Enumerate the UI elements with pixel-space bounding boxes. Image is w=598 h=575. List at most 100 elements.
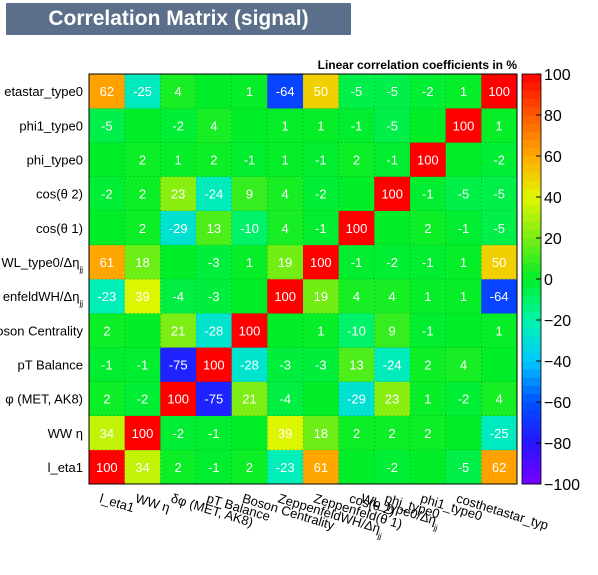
cell-value-label: 23 bbox=[171, 187, 185, 202]
cell-value-label: 1 bbox=[282, 152, 289, 167]
heatmap-cell bbox=[446, 313, 482, 347]
cell-value-label: 1 bbox=[460, 255, 467, 270]
cell-value-label: 2 bbox=[424, 426, 431, 441]
cell-value-label: 100 bbox=[310, 255, 332, 270]
cell-value-label: 100 bbox=[274, 289, 296, 304]
colorbar-band bbox=[522, 148, 541, 157]
y-tick-label: WL_type0/Δηjj bbox=[1, 255, 83, 274]
colorbar-band bbox=[522, 140, 541, 149]
cell-value-label: -5 bbox=[101, 118, 113, 133]
colorbar-band bbox=[522, 353, 541, 362]
x-tick-label: WW η bbox=[134, 491, 172, 516]
cell-value-label: 4 bbox=[282, 221, 289, 236]
cell-value-label: -1 bbox=[208, 426, 220, 441]
heatmap-cell bbox=[89, 211, 125, 245]
cell-value-label: 1 bbox=[496, 118, 503, 133]
heatmap-cell bbox=[232, 416, 268, 450]
colorbar-band bbox=[522, 328, 541, 337]
cell-value-label: -28 bbox=[240, 357, 259, 372]
colorbar-band bbox=[522, 99, 541, 108]
colorbar-band bbox=[522, 246, 541, 255]
cell-value-label: -5 bbox=[493, 221, 505, 236]
heatmap-cell bbox=[160, 245, 196, 279]
cell-value-label: -28 bbox=[204, 323, 223, 338]
cell-value-label: -75 bbox=[169, 357, 188, 372]
cell-value-label: -1 bbox=[458, 221, 470, 236]
heatmap-cell bbox=[374, 211, 410, 245]
cell-value-label: -23 bbox=[276, 460, 295, 475]
colorbar-band bbox=[522, 107, 541, 116]
y-tick-label: pT Balance bbox=[17, 357, 83, 372]
colorbar-band bbox=[522, 336, 541, 345]
cell-value-label: 50 bbox=[314, 84, 328, 99]
colorbar-band bbox=[522, 254, 541, 263]
cell-value-label: 2 bbox=[103, 323, 110, 338]
cell-value-label: 2 bbox=[389, 426, 396, 441]
cell-value-label: 4 bbox=[175, 84, 182, 99]
cell-value-label: -2 bbox=[137, 392, 149, 407]
cell-value-label: -2 bbox=[458, 392, 470, 407]
colorbar-band bbox=[522, 304, 541, 313]
cell-value-label: 1 bbox=[282, 118, 289, 133]
colorbar-band bbox=[522, 402, 541, 411]
cell-value-label: 4 bbox=[353, 289, 360, 304]
cell-value-label: 1 bbox=[460, 84, 467, 99]
cell-value-label: 2 bbox=[246, 460, 253, 475]
heatmap-cell bbox=[125, 108, 161, 142]
colorbar-band bbox=[522, 205, 541, 214]
y-tick-label: cos(θ 2) bbox=[36, 187, 83, 202]
heatmap-cell bbox=[410, 450, 446, 484]
colorbar-band bbox=[522, 459, 541, 468]
cell-value-label: 18 bbox=[314, 426, 328, 441]
cell-value-label: 23 bbox=[385, 392, 399, 407]
cell-value-label: 1 bbox=[317, 118, 324, 133]
cell-value-label: 19 bbox=[314, 289, 328, 304]
cell-value-label: 61 bbox=[100, 255, 114, 270]
cell-value-label: 1 bbox=[460, 289, 467, 304]
colorbar-band bbox=[522, 295, 541, 304]
cell-value-label: -1 bbox=[315, 152, 327, 167]
colorbar-band bbox=[522, 427, 541, 436]
cell-value-label: 100 bbox=[96, 460, 118, 475]
colorbar-tick-label: 60 bbox=[544, 149, 562, 166]
cell-value-label: 4 bbox=[460, 357, 467, 372]
colorbar-tick-label: 40 bbox=[544, 190, 562, 207]
colorbar-band bbox=[522, 238, 541, 247]
colorbar-tick-label: −20 bbox=[544, 313, 571, 330]
cell-value-label: 34 bbox=[100, 426, 114, 441]
cell-value-label: 21 bbox=[242, 392, 256, 407]
colorbar-band bbox=[522, 345, 541, 354]
colorbar-band bbox=[522, 476, 541, 485]
heatmap-cell bbox=[125, 313, 161, 347]
colorbar-band bbox=[522, 377, 541, 386]
colorbar-band bbox=[522, 82, 541, 91]
colorbar-band bbox=[522, 230, 541, 239]
colorbar-band bbox=[522, 287, 541, 296]
colorbar-band bbox=[522, 271, 541, 280]
colorbar-band bbox=[522, 435, 541, 444]
cell-value-label: 4 bbox=[282, 187, 289, 202]
y-tick-label: enfeldWH/Δηjj bbox=[3, 289, 83, 308]
y-axis-labels: l_eta1 WW η φ (MET, AK8) pT Balance oson Cen… bbox=[0, 84, 83, 475]
cell-value-label: -25 bbox=[490, 426, 509, 441]
cell-value-label: -24 bbox=[204, 187, 223, 202]
cell-value-label: 19 bbox=[278, 255, 292, 270]
cell-value-label: 50 bbox=[492, 255, 506, 270]
cell-value-label: -24 bbox=[383, 357, 402, 372]
cell-value-label: -3 bbox=[208, 255, 220, 270]
cell-value-label: -4 bbox=[172, 289, 184, 304]
colorbar-tick-label: 80 bbox=[544, 108, 562, 125]
colorbar-band bbox=[522, 156, 541, 165]
cell-value-label: 2 bbox=[139, 152, 146, 167]
cell-value-label: 1 bbox=[246, 84, 253, 99]
y-tick-label: etastar_type0 bbox=[4, 84, 83, 99]
cell-value-label: 39 bbox=[135, 289, 149, 304]
colorbar-tick-label: 100 bbox=[544, 67, 571, 84]
cell-value-label: 100 bbox=[453, 118, 475, 133]
cell-value-label: -5 bbox=[493, 187, 505, 202]
cell-value-label: -3 bbox=[208, 289, 220, 304]
colorbar-band bbox=[522, 74, 541, 83]
heatmap-cell bbox=[267, 313, 303, 347]
